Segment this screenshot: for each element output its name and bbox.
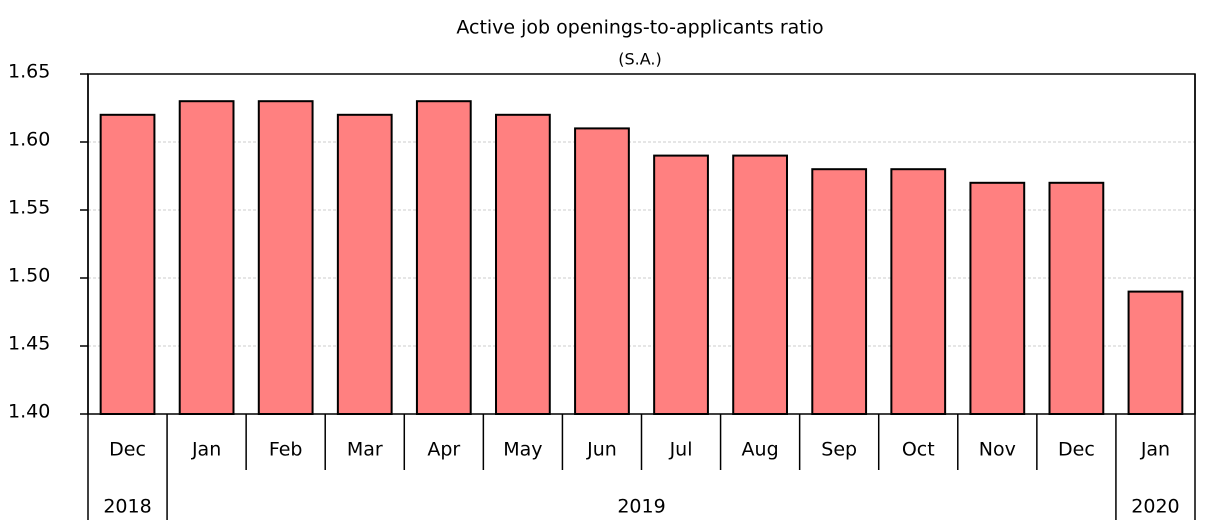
chart-subtitle: (S.A.) <box>618 50 661 69</box>
group-label: 2018 <box>103 496 151 518</box>
x-tick-label: Aug <box>742 439 779 461</box>
bar <box>178 100 235 415</box>
bar <box>1127 290 1184 416</box>
bar <box>969 181 1026 415</box>
x-tick-label: Nov <box>979 439 1016 461</box>
bar <box>495 113 551 416</box>
bar <box>1048 181 1105 415</box>
x-tick-label: Jan <box>1140 439 1170 461</box>
x-tick-label: Jan <box>191 439 221 461</box>
y-tick-label: 1.65 <box>8 61 50 83</box>
bar <box>415 100 472 415</box>
bar <box>336 113 393 416</box>
bar <box>732 154 788 415</box>
bar <box>574 127 630 415</box>
bar <box>811 168 868 415</box>
y-tick-label: 1.45 <box>8 333 50 355</box>
x-tick-label: Jul <box>669 439 693 461</box>
x-tick-label: Jun <box>586 439 617 461</box>
bar <box>653 154 709 415</box>
bar <box>99 113 156 416</box>
x-tick-label: Dec <box>109 439 146 461</box>
x-tick-label: Apr <box>427 439 460 461</box>
x-tick-label: Sep <box>821 439 857 461</box>
group-label: 2019 <box>617 496 665 518</box>
x-tick-label: Feb <box>269 439 303 461</box>
bar <box>890 168 947 415</box>
x-tick-label: Oct <box>902 439 935 461</box>
chart-title: Active job openings-to-applicants ratio <box>456 17 823 39</box>
y-tick-label: 1.55 <box>8 197 50 219</box>
y-tick-label: 1.60 <box>8 129 50 151</box>
y-tick-label: 1.50 <box>8 265 50 287</box>
plot-frame <box>87 73 1196 415</box>
group-label: 2020 <box>1131 496 1179 518</box>
bar <box>257 100 314 415</box>
x-tick-label: Mar <box>347 439 383 461</box>
x-tick-label: Dec <box>1058 439 1095 461</box>
y-tick-label: 1.40 <box>8 401 50 423</box>
x-tick-label: May <box>503 439 542 461</box>
